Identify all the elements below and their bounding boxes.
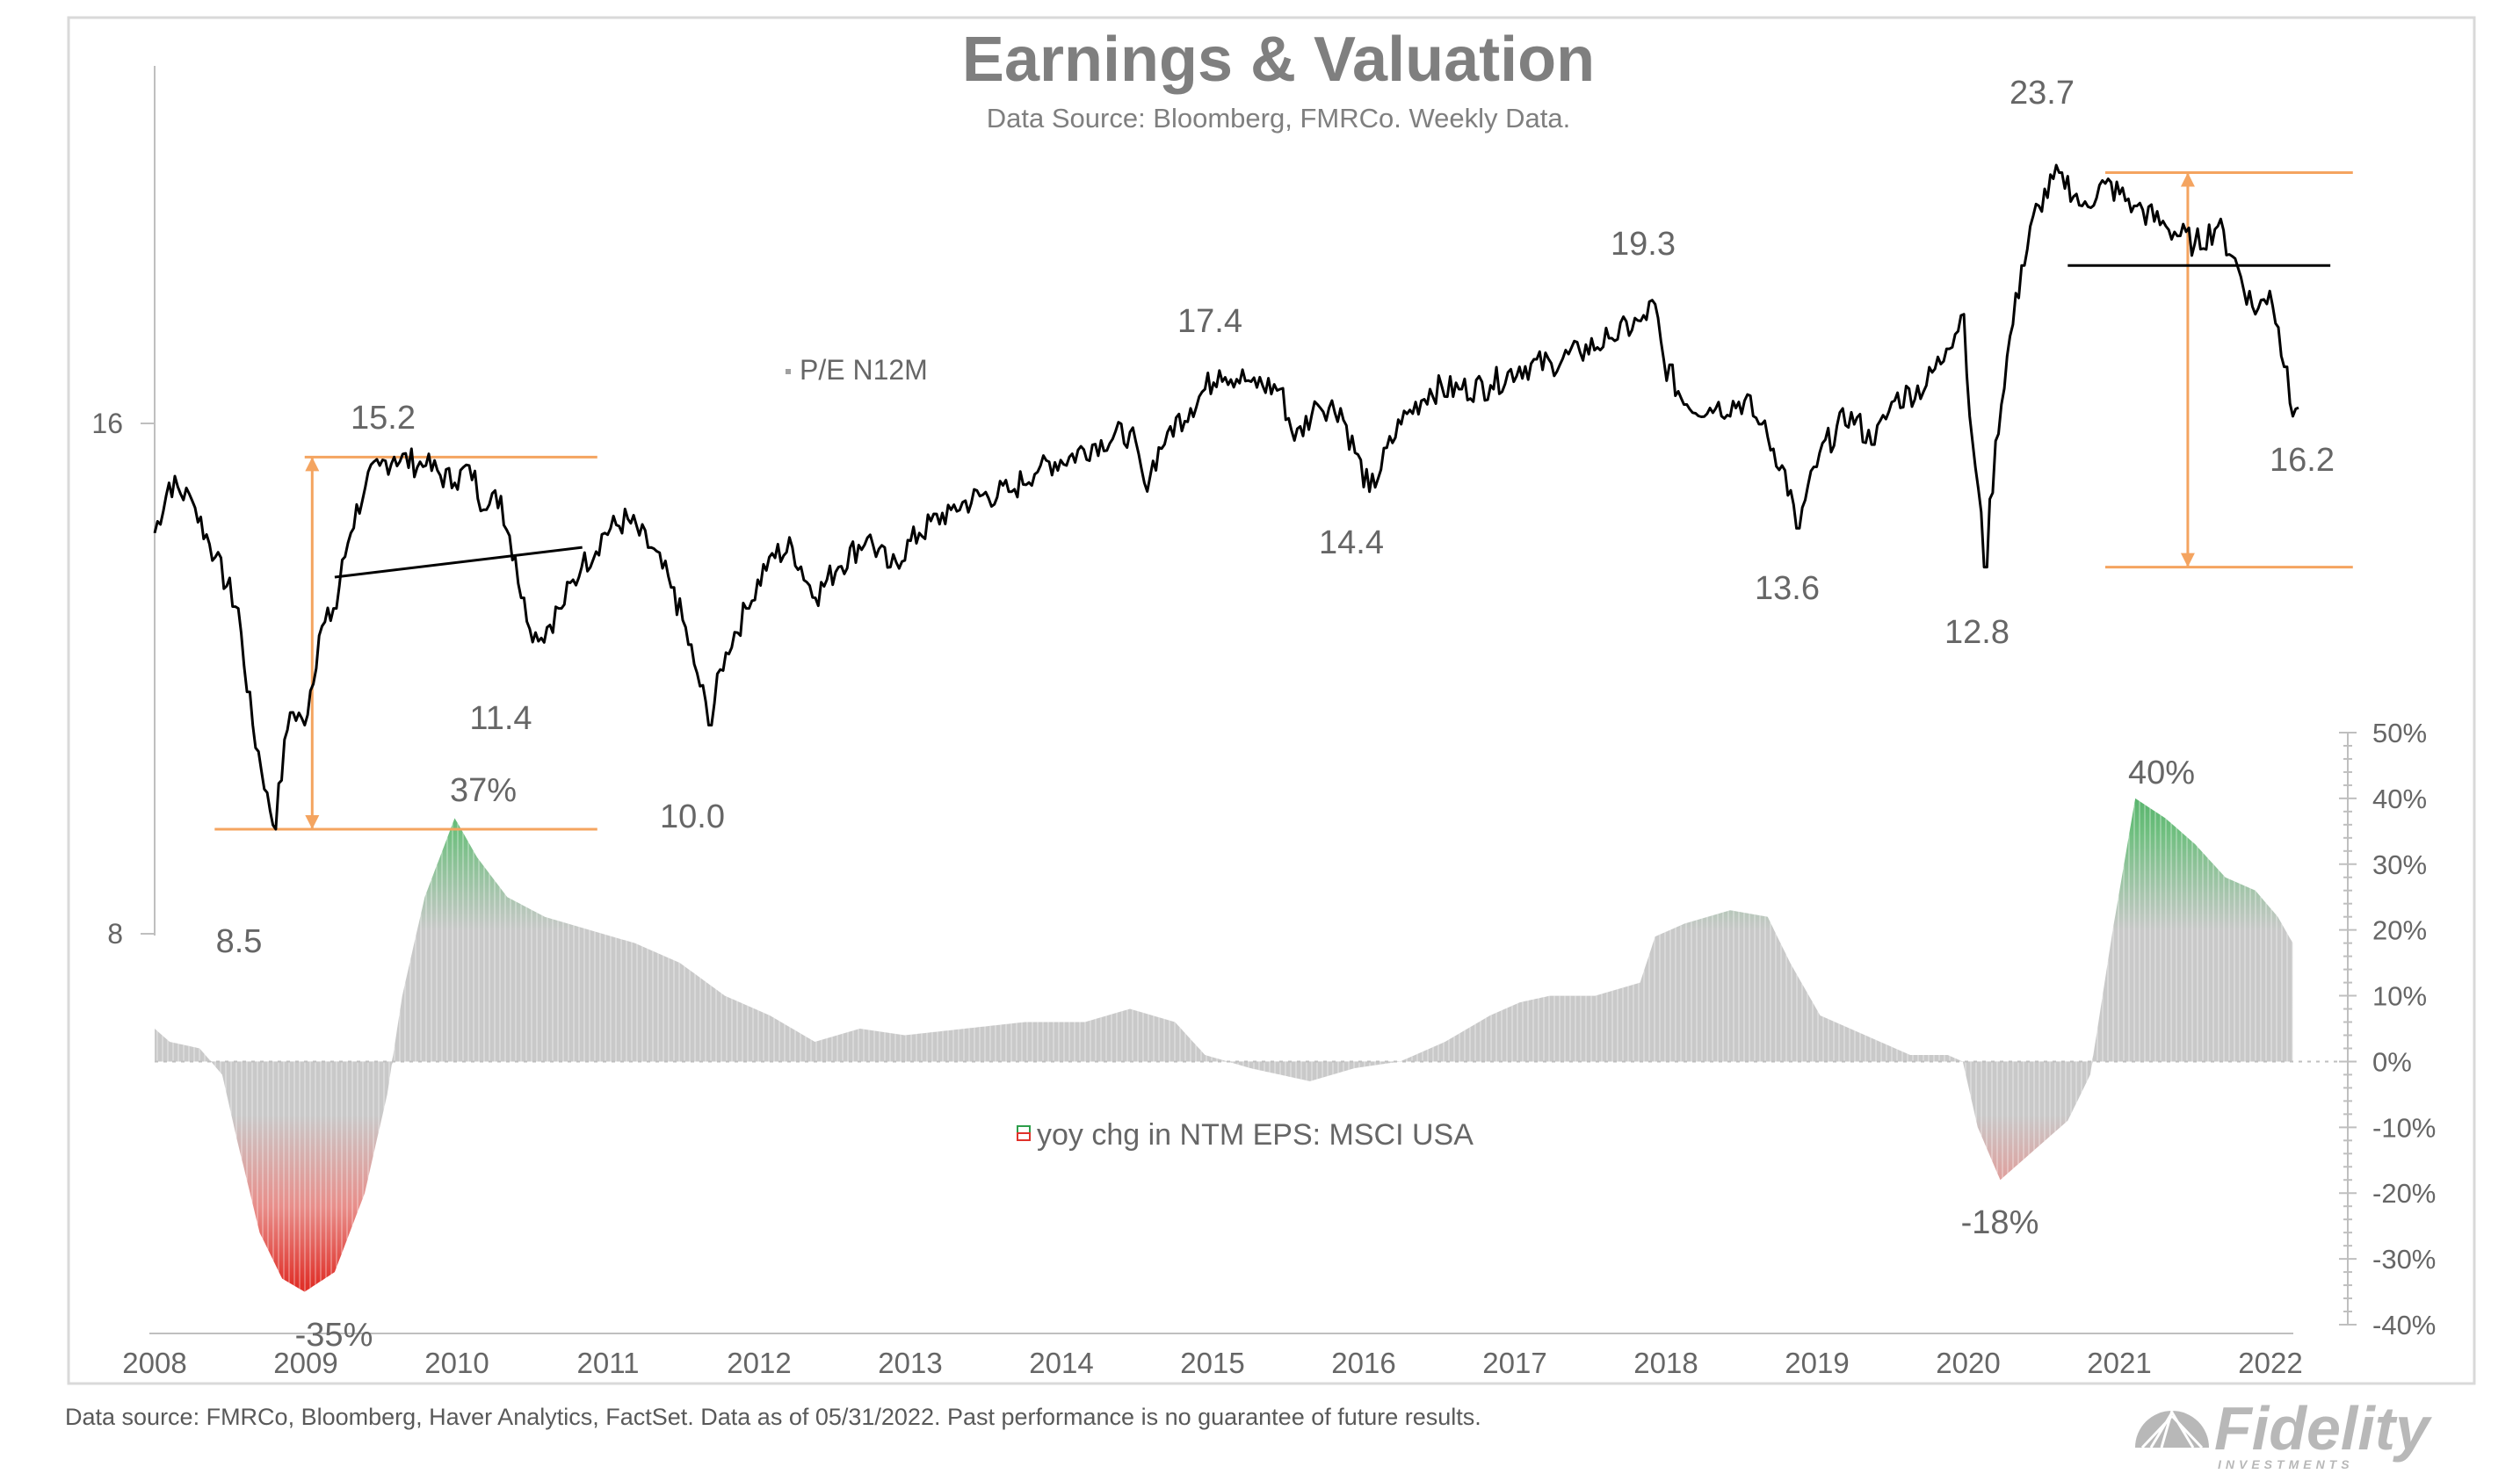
pe-annotation: 11.4 — [469, 700, 532, 737]
chart-frame — [67, 16, 2476, 1385]
right-tick-label: 10% — [2372, 981, 2427, 1012]
x-tick-label: 2021 — [2087, 1347, 2151, 1379]
right-tick-label: 50% — [2372, 718, 2427, 748]
legend-pe-marker — [786, 369, 791, 374]
eps-area-hatch-positive — [155, 798, 2293, 1062]
x-tick-label: 2020 — [1936, 1347, 2000, 1379]
pe-annotation: 8.5 — [216, 923, 263, 960]
x-tick-label: 2009 — [273, 1347, 337, 1379]
right-tick-label: -20% — [2372, 1178, 2436, 1209]
pe-annotation: 19.3 — [1611, 226, 1676, 263]
x-tick-label: 2016 — [1331, 1347, 1395, 1379]
legend-pe-label: P/E N12M — [800, 354, 928, 386]
eps-annotation: -35% — [295, 1317, 373, 1354]
pe-annotation: 17.4 — [1177, 303, 1242, 340]
right-tick-label: -30% — [2372, 1244, 2436, 1275]
pe-annotation: 14.4 — [1319, 524, 1384, 561]
pe-annotation: 13.6 — [1755, 570, 1820, 607]
x-tick-label: 2015 — [1180, 1347, 1244, 1379]
right-tick-label: -10% — [2372, 1112, 2436, 1143]
right-tick-label: 30% — [2372, 849, 2427, 880]
reference-arrow-head — [2180, 172, 2195, 187]
reference-arrow-head — [305, 457, 320, 472]
x-tick-label: 2018 — [1633, 1347, 1698, 1379]
left-tick-label-8: 8 — [107, 918, 123, 950]
annotations: 15.2 8.5 11.4 10.0 17.4 14.4 19.3 13.6 12.8 23.7 1… — [216, 75, 2335, 1354]
legend-eps-label: yoy chg in NTM EPS: MSCI USA — [1037, 1118, 1474, 1152]
right-tick-label: 0% — [2372, 1046, 2412, 1077]
legend-pe: P/E N12M — [786, 354, 928, 386]
pe-annotation: 10.0 — [660, 798, 725, 835]
x-tick-label: 2012 — [727, 1347, 791, 1379]
pe-annotation: 16.2 — [2270, 442, 2335, 479]
x-tick-label: 2008 — [122, 1347, 186, 1379]
pe-annotation: 23.7 — [2009, 75, 2075, 112]
x-tick-label: 2010 — [424, 1347, 489, 1379]
chart-subtitle: Data Source: Bloomberg, FMRCo. Weekly Da… — [987, 103, 1570, 134]
fidelity-logo-icon — [2135, 1410, 2209, 1449]
legend-eps: yoy chg in NTM EPS: MSCI USA — [1017, 1118, 1474, 1152]
reference-arrow-head — [305, 815, 320, 830]
x-tick-label: 2014 — [1029, 1347, 1093, 1379]
left-tick-label-16: 16 — [91, 408, 123, 439]
eps-annotation: 40% — [2128, 755, 2195, 791]
x-axis-ticks: 2008 2009 2010 2011 2012 2013 2014 2015 2016 2017… — [122, 1347, 2302, 1379]
legend-eps-marker-top — [1017, 1125, 1031, 1134]
right-axis-ticks: 50% 40% 30% 20% 10% 0% -10% -20% -30% -40% — [2339, 718, 2436, 1340]
legend-eps-marker-bottom — [1017, 1132, 1031, 1141]
fidelity-logo: Fidelity INVESTMENTS — [2135, 1394, 2432, 1471]
right-tick-label: -40% — [2372, 1310, 2436, 1340]
x-tick-label: 2022 — [2238, 1347, 2302, 1379]
fidelity-logo-wordmark: Fidelity — [2214, 1394, 2432, 1463]
reference-arrow-head — [2180, 553, 2195, 567]
pe-annotation: 12.8 — [1944, 614, 2009, 651]
x-tick-label: 2017 — [1482, 1347, 1546, 1379]
eps-area-hatch-negative — [155, 1061, 2293, 1292]
right-tick-label: 40% — [2372, 784, 2427, 814]
eps-area-layer — [155, 798, 2293, 1292]
x-tick-label: 2013 — [878, 1347, 942, 1379]
eps-annotation: 37% — [450, 772, 517, 809]
reference-lines — [214, 171, 2353, 831]
x-tick-label: 2011 — [577, 1347, 640, 1379]
chart-title: Earnings & Valuation — [962, 25, 1595, 95]
pe-line — [153, 163, 2299, 831]
x-tick-label: 2019 — [1785, 1347, 1849, 1379]
eps-annotation: -18% — [1961, 1204, 2039, 1241]
right-tick-label: 20% — [2372, 915, 2427, 946]
pe-line-layer — [153, 163, 2299, 831]
reference-trendline — [334, 546, 583, 579]
fidelity-logo-tagline: INVESTMENTS — [2218, 1457, 2354, 1471]
footer-source: Data source: FMRCo, Bloomberg, Haver Ana… — [65, 1404, 1481, 1430]
pe-annotation: 15.2 — [351, 400, 416, 437]
